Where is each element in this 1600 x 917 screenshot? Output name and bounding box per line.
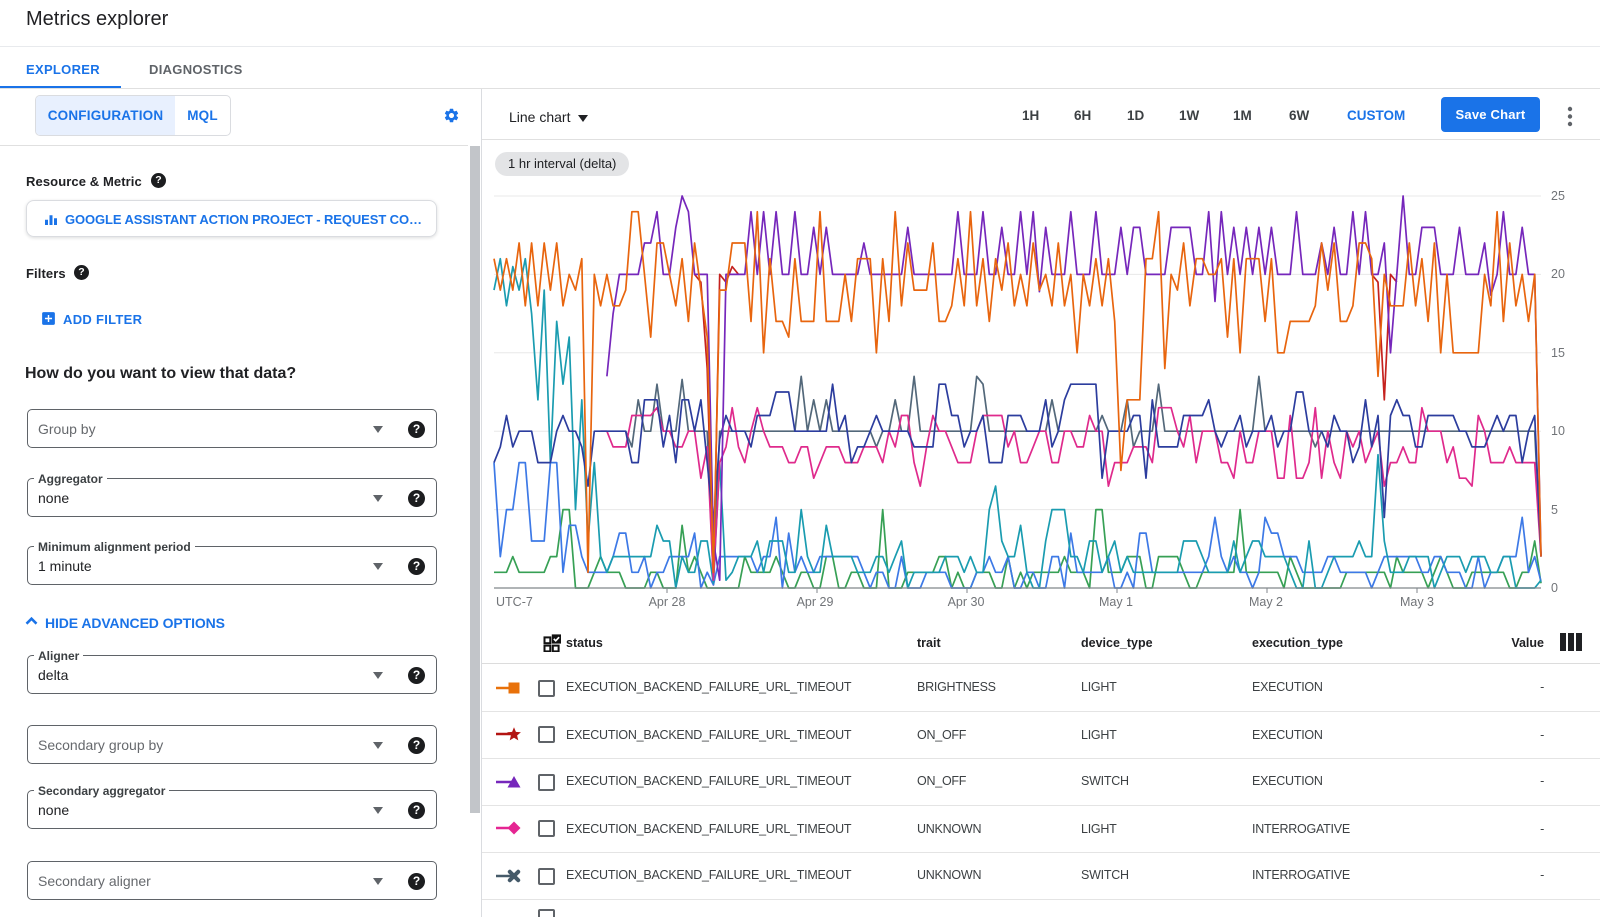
svg-text:5: 5: [1551, 503, 1558, 517]
svg-text:10: 10: [1551, 424, 1565, 438]
svg-text:15: 15: [1551, 346, 1565, 360]
svg-text:Apr 30: Apr 30: [948, 595, 985, 609]
svg-text:20: 20: [1551, 267, 1565, 281]
svg-text:May 3: May 3: [1400, 595, 1434, 609]
svg-text:25: 25: [1551, 189, 1565, 203]
svg-text:0: 0: [1551, 581, 1558, 595]
svg-text:Apr 28: Apr 28: [649, 595, 686, 609]
svg-text:May 2: May 2: [1249, 595, 1283, 609]
svg-text:Apr 29: Apr 29: [797, 595, 834, 609]
svg-text:UTC-7: UTC-7: [496, 595, 533, 609]
svg-text:May 1: May 1: [1099, 595, 1133, 609]
